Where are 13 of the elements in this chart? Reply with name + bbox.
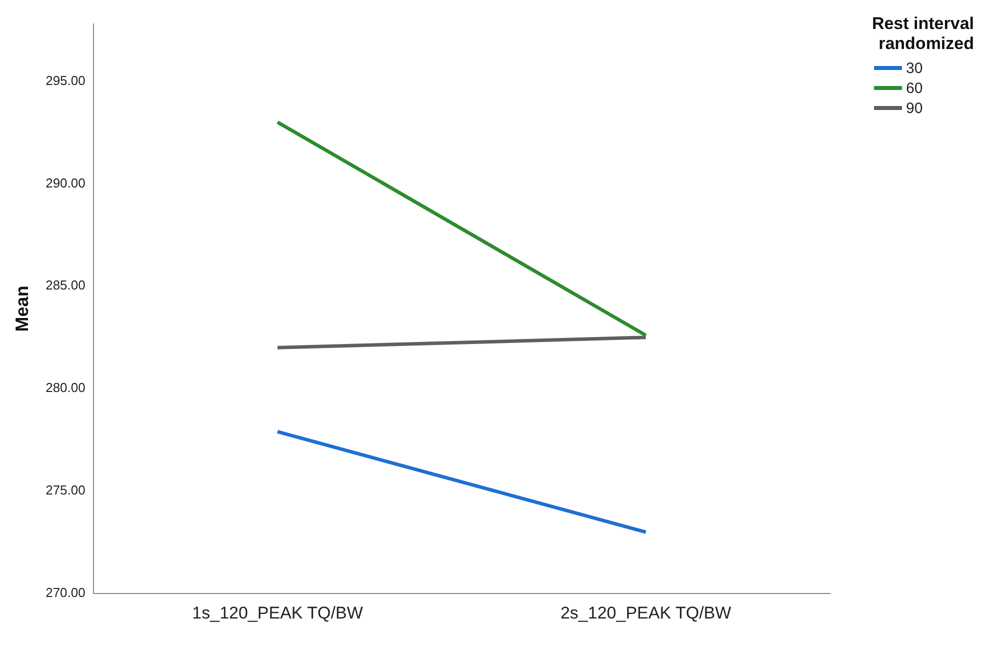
- legend-label: 60: [906, 80, 923, 96]
- y-tick-label: 270.00: [46, 585, 86, 600]
- legend-label: 90: [906, 100, 923, 116]
- y-tick-label: 290.00: [46, 175, 86, 190]
- legend-title: Rest interval randomized: [870, 14, 974, 54]
- x-tick-label: 1s_120_PEAK TQ/BW: [192, 603, 363, 622]
- y-tick-label: 275.00: [46, 482, 86, 498]
- y-tick-label: 285.00: [46, 278, 86, 293]
- y-axis-title: Mean: [12, 286, 32, 332]
- y-tick-label: 280.00: [46, 380, 86, 396]
- legend-label: 30: [906, 60, 923, 76]
- x-tick-label: 2s_120_PEAK TQ/BW: [560, 603, 732, 622]
- y-tick-label: 295.00: [46, 72, 86, 88]
